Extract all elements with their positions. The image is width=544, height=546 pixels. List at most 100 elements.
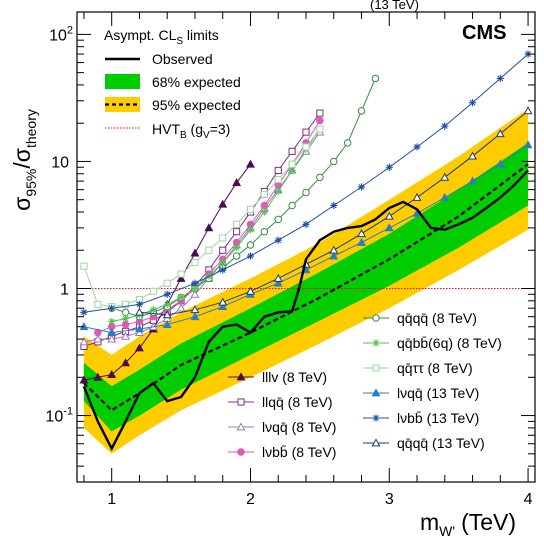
series-point-lvqq13: [135, 324, 144, 333]
series-point-qqqq8: [288, 201, 296, 210]
x-axis-title: mW' (TeV): [420, 509, 516, 539]
legend-marker-qqqq8: [372, 314, 380, 322]
series-point-qqtt: [219, 234, 227, 242]
legend-label-lvqq13: lνqq̄ (13 TeV): [397, 385, 479, 401]
y-tick-label: 1: [60, 281, 69, 298]
series-point-lvbb13: [468, 99, 477, 107]
series-point-lvbb8: [316, 116, 324, 125]
legend-title: Asympt. CLS limits: [104, 27, 219, 47]
series-point-lvbb13: [302, 220, 310, 228]
y-tick-base: 1: [60, 281, 69, 298]
y-axis-title-main: σ: [9, 197, 35, 211]
series-point-qqbb6q: [288, 166, 296, 175]
legend-entry-lvbb13: lνbb̄ (13 TeV): [363, 410, 479, 426]
series-point-qqqq8: [246, 241, 255, 249]
series-point-qqtt: [94, 300, 102, 308]
y-axis-title-mid: /σ: [9, 148, 35, 169]
series-point-qqqq13: [246, 286, 255, 295]
series-point-lvqq13: [357, 237, 366, 246]
legend-label-lvbb13: lνbb̄ (13 TeV): [397, 410, 479, 426]
series-point-qqbb6q: [274, 187, 282, 196]
series-point-qqqq13: [384, 211, 394, 220]
series-point-llqq: [302, 128, 310, 136]
legend-hvt-label: HVTB (gV=3): [152, 121, 230, 141]
series-point-lvbb13: [385, 163, 393, 171]
series-point-lvqq13: [440, 192, 450, 201]
series-point-qqtt: [233, 220, 241, 228]
series-point-qqtt: [274, 176, 282, 184]
series-point-lvqq13: [162, 319, 172, 328]
x-axis-title-sub: W': [439, 523, 455, 539]
series-point-lvqq13: [329, 251, 339, 260]
legend-entry-qqqq8: qq̄qq̄ (8 TeV): [363, 310, 477, 326]
legend-observed-label: Observed: [152, 51, 213, 67]
x-axis-title-unit: (TeV): [461, 509, 516, 535]
series-point-lvqq13: [468, 176, 477, 185]
series-point-qqbb6q: [233, 243, 241, 252]
series-point-qqbb6q: [260, 208, 268, 216]
series-point-lvbb13: [330, 201, 338, 210]
legend-marker-lvbb8: [237, 448, 245, 456]
legend-label-llqq: llqq̄ (8 TeV): [262, 394, 333, 410]
series-point-lvbb8: [260, 201, 269, 210]
series-point-llqq: [288, 147, 296, 155]
legend-hvt-label-part: HVT: [152, 121, 180, 137]
legend-marker-qqbb6q: [372, 339, 380, 347]
legend-label-qqtt: qq̄ττ (8 TeV): [397, 360, 473, 376]
expected-line: [83, 163, 529, 412]
series-point-qqtt: [288, 160, 296, 168]
series-point-lvbb13: [80, 308, 88, 316]
legend-marker-lvqq13: [371, 388, 381, 397]
channel-series: [79, 50, 533, 384]
series-point-llqq: [316, 109, 324, 117]
series-point-lvbb13: [246, 252, 255, 260]
legend-hvt-label-part: B: [180, 130, 187, 141]
series-point-qqtt: [177, 270, 185, 278]
y-axis-title: σ95%/σtheory: [9, 109, 39, 211]
series-point-qqqq8: [330, 157, 338, 166]
x-tick-label: 1: [107, 491, 116, 508]
legend-marker-lllv: [236, 372, 246, 381]
series-point-lvqq8: [176, 303, 186, 312]
series-point-lvqq8: [93, 334, 103, 343]
observed-limit: [82, 169, 529, 452]
series-point-qqqq13: [357, 229, 366, 238]
series-point-lllv: [204, 223, 214, 232]
series-point-qqbb6q: [149, 306, 157, 314]
legend-entry-qqbb6q: qq̄bb̄(6q) (8 TeV): [363, 335, 502, 351]
series-point-lllv: [93, 372, 103, 381]
series-point-llqq: [219, 246, 227, 254]
series-point-qqtt: [302, 143, 310, 151]
series-point-qqtt: [205, 246, 213, 254]
series-point-lvqq13: [523, 140, 533, 149]
series-point-lvbb13: [219, 266, 227, 274]
series-point-qqqq8: [232, 252, 241, 260]
legend-entry-lvqq13: lνqq̄ (13 TeV): [363, 385, 479, 401]
series-point-qqqq13: [495, 129, 505, 138]
series-point-qqbb6q: [121, 314, 130, 323]
legend-entry-lvbb8: lνbb̄ (8 TeV): [228, 444, 336, 460]
series-point-qqqq8: [357, 107, 366, 115]
header-text: (13 TeV): [370, 0, 419, 12]
series-point-lvqq13: [218, 301, 228, 311]
series-point-lvqq13: [495, 159, 505, 168]
legend-label-lvbb8: lνbb̄ (8 TeV): [262, 444, 336, 460]
y-axis-title-sub1: 95%: [23, 169, 39, 197]
legend-observed-label-part: Observed: [152, 51, 213, 67]
observed-line: [82, 169, 529, 452]
series-point-lvqq13: [384, 223, 394, 232]
series-point-qqqq8: [121, 308, 130, 317]
series-point-lvbb13: [135, 300, 144, 308]
expected-limit: [83, 163, 529, 412]
legend-label-lvqq8: lνqq̄ (8 TeV): [262, 419, 336, 435]
y-tick-label: 102: [49, 24, 73, 44]
series-point-qqqq13: [190, 305, 200, 314]
legend-title-part: limits: [183, 27, 219, 43]
legend-entry-qqtt: qq̄ττ (8 TeV): [363, 360, 473, 376]
y-tick-label: 10: [51, 154, 69, 171]
x-tick-label: 4: [524, 491, 533, 508]
series-point-qqqq13: [162, 310, 172, 319]
